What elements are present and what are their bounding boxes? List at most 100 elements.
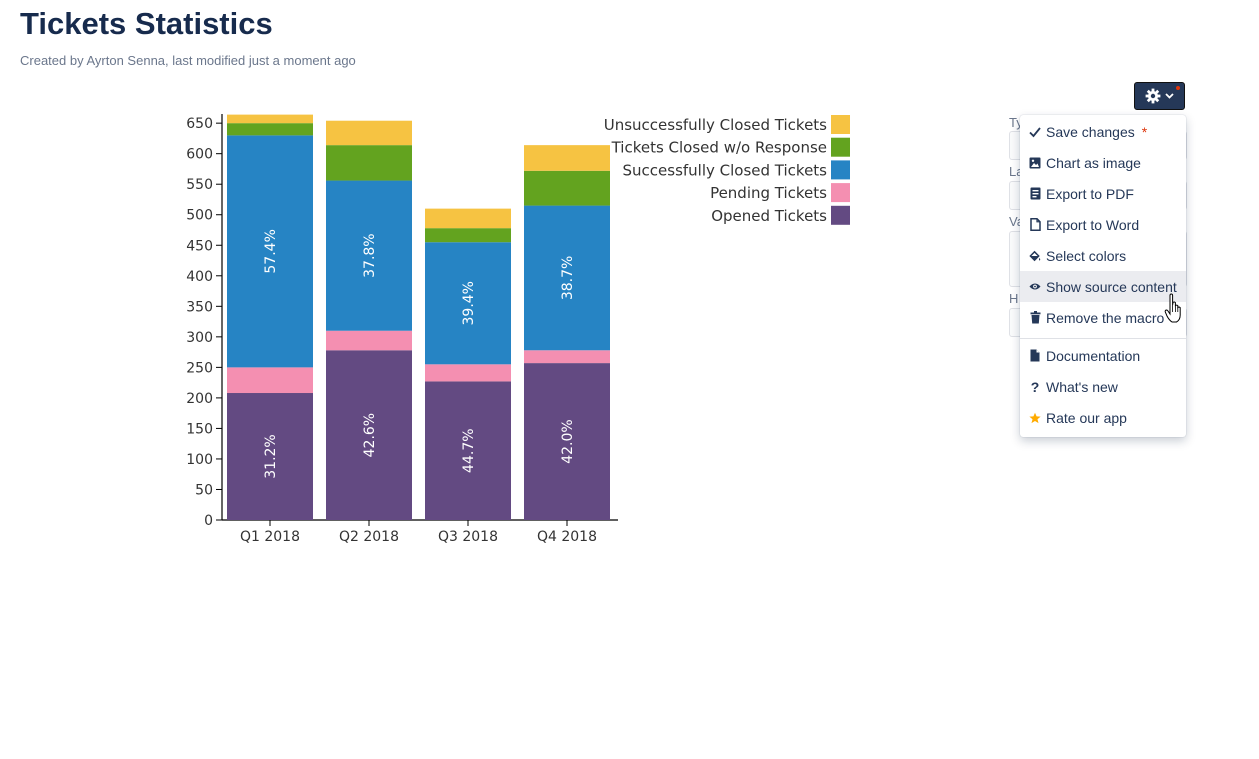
form-label-height: H [1009, 291, 1019, 306]
y-tick-label: 50 [195, 482, 213, 498]
bar-segment-opened-tickets [524, 363, 610, 520]
menu-item-label: Select colors [1046, 247, 1127, 264]
data-label: 37.8% [362, 233, 378, 277]
menu-item-remove-macro[interactable]: Remove the macro [1020, 302, 1186, 333]
gear-menu-button[interactable] [1134, 82, 1185, 110]
bar-segment-pending-tickets [227, 367, 313, 394]
gear-icon [1145, 88, 1161, 104]
data-label: 39.4% [461, 281, 477, 325]
menu-item-label: Documentation [1046, 347, 1141, 364]
star-icon [1029, 412, 1041, 423]
data-label: 31.2% [263, 434, 279, 478]
file-icon [1029, 218, 1041, 231]
y-tick-label: 550 [186, 177, 213, 193]
bar-segment-pending-tickets [425, 364, 511, 382]
y-tick-label: 300 [186, 330, 213, 346]
bar-segment-opened-tickets [227, 393, 313, 520]
data-label: 57.4% [263, 229, 279, 273]
hand-cursor-icon [1164, 293, 1181, 323]
trash-icon [1030, 311, 1040, 324]
image-icon [1029, 157, 1041, 168]
document-icon [1030, 349, 1040, 362]
menu-item-whats-new[interactable]: ? What's new [1020, 371, 1186, 402]
menu-divider [1020, 338, 1186, 339]
bar-segment-successfully-closed-tickets [326, 180, 412, 331]
bar-segment-tickets-closed-w-o-response [326, 145, 412, 181]
unsaved-indicator [1176, 86, 1180, 90]
y-tick-label: 650 [186, 116, 213, 132]
bar-segment-successfully-closed-tickets [425, 242, 511, 365]
bar-segment-opened-tickets [326, 350, 412, 520]
menu-item-label: Rate our app [1046, 409, 1127, 426]
y-tick-label: 200 [186, 391, 213, 407]
legend-swatch [831, 115, 850, 134]
y-tick-label: 250 [186, 360, 213, 376]
menu-item-save-changes[interactable]: Save changes * [1020, 116, 1186, 147]
bar-segment-pending-tickets [326, 330, 412, 351]
data-label: 44.7% [461, 428, 477, 472]
bar-segment-opened-tickets [425, 381, 511, 520]
eye-icon [1029, 283, 1041, 290]
menu-item-label: Export to PDF [1046, 185, 1134, 202]
legend-swatch [831, 137, 850, 157]
menu-item-label: What's new [1046, 378, 1118, 395]
bar-segment-unsuccessfully-closed-tickets [326, 120, 412, 146]
required-mark: * [1141, 123, 1148, 140]
legend-label: Successfully Closed Tickets [623, 161, 828, 179]
menu-item-label: Remove the macro [1046, 309, 1165, 326]
bar-segment-tickets-closed-w-o-response [524, 170, 610, 206]
data-label: 42.6% [362, 413, 378, 457]
menu-item-label: Export to Word [1046, 216, 1140, 233]
legend-label: Pending Tickets [710, 184, 827, 202]
menu-item-rate-app[interactable]: Rate our app [1020, 402, 1186, 433]
y-tick-label: 500 [186, 208, 213, 224]
chevron-down-icon [1165, 93, 1174, 99]
menu-item-chart-as-image[interactable]: Chart as image [1020, 147, 1186, 178]
bar-segment-tickets-closed-w-o-response [227, 123, 313, 136]
menu-item-select-colors[interactable]: Select colors [1020, 240, 1186, 271]
check-icon [1029, 126, 1041, 137]
legend-label: Unsuccessfully Closed Tickets [604, 116, 827, 134]
menu-item-show-source-content[interactable]: Show source content [1020, 271, 1186, 302]
question-icon: ? [1030, 378, 1040, 395]
legend-swatch [831, 183, 850, 203]
y-tick-label: 400 [186, 269, 213, 285]
bar-segment-pending-tickets [524, 350, 610, 364]
y-tick-label: 450 [186, 238, 213, 254]
legend-swatch [831, 205, 850, 225]
bar-segment-unsuccessfully-closed-tickets [227, 114, 313, 124]
y-tick-label: 350 [186, 299, 213, 315]
legend-label: Tickets Closed w/o Response [611, 139, 827, 157]
menu-item-documentation[interactable]: Documentation [1020, 340, 1186, 371]
x-tick-label: Q3 2018 [438, 529, 498, 545]
menu-item-export-word[interactable]: Export to Word [1020, 209, 1186, 240]
y-tick-label: 600 [186, 147, 213, 163]
menu-item-label: Save changes [1046, 123, 1135, 140]
legend-label: Opened Tickets [711, 207, 827, 225]
bar-segment-successfully-closed-tickets [227, 135, 313, 368]
bar-segment-tickets-closed-w-o-response [425, 228, 511, 243]
bar-segment-successfully-closed-tickets [524, 205, 610, 351]
data-label: 42.0% [560, 419, 576, 463]
gear-dropdown-menu: Save changes * Chart as image Export to P… [1020, 115, 1186, 437]
form-label-labels: La [1009, 164, 1024, 179]
menu-item-export-pdf[interactable]: Export to PDF [1020, 178, 1186, 209]
legend-swatch [831, 160, 850, 180]
y-tick-label: 0 [204, 513, 213, 529]
stacked-bar-chart: 0 50 100 150 200 250 300 350 400 450 500 550 600 650 Q… [186, 114, 850, 545]
menu-item-label: Show source content [1046, 278, 1177, 295]
data-label: 38.7% [560, 256, 576, 300]
form-label-type: Ty [1009, 115, 1023, 130]
menu-item-label: Chart as image [1046, 154, 1141, 171]
x-tick-label: Q1 2018 [240, 529, 300, 545]
page-byline: Created by Ayrton Senna, last modified j… [20, 53, 356, 68]
y-tick-label: 150 [186, 421, 213, 437]
paint-bucket-icon [1029, 250, 1041, 261]
page-title: Tickets Statistics [20, 6, 273, 41]
x-tick-label: Q4 2018 [537, 529, 597, 545]
bar-segment-unsuccessfully-closed-tickets [425, 208, 511, 229]
x-tick-label: Q2 2018 [339, 529, 399, 545]
bar-segment-unsuccessfully-closed-tickets [524, 145, 610, 171]
y-tick-label: 100 [186, 452, 213, 468]
pdf-icon [1030, 187, 1040, 200]
